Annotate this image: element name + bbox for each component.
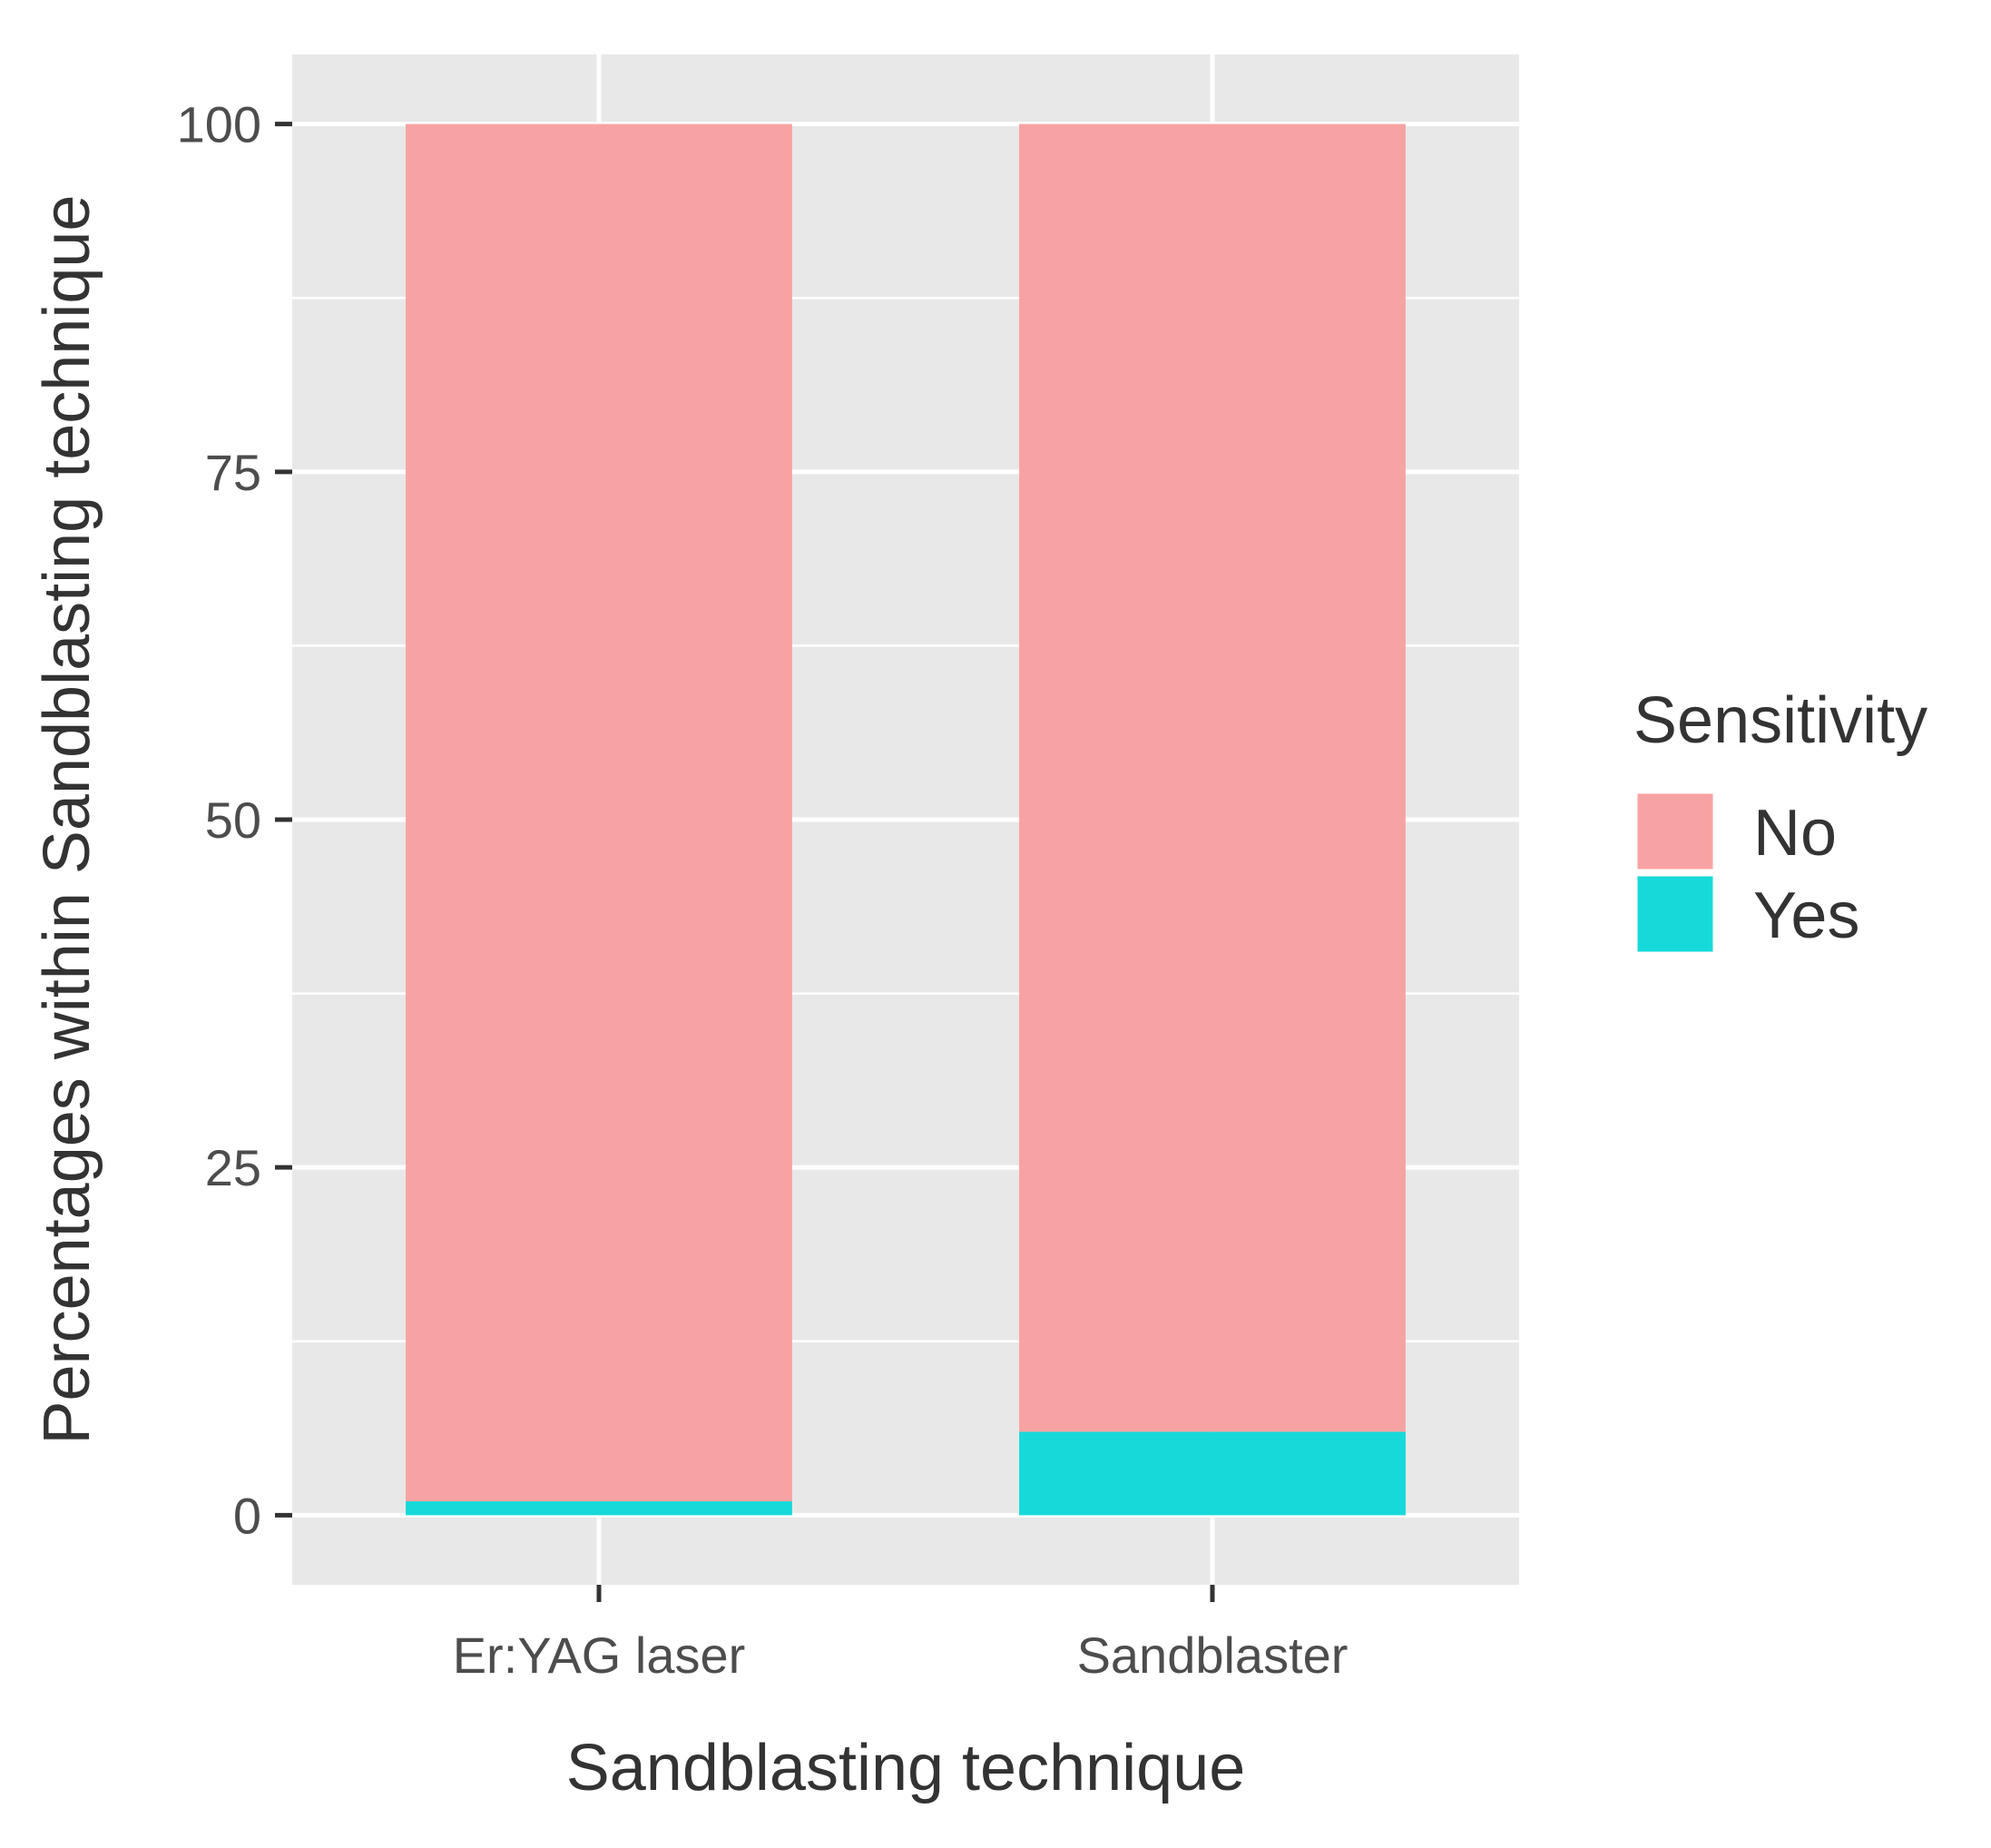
y-tick-label: 100 (177, 96, 261, 153)
legend-key-yes (1634, 873, 1716, 955)
bar-yes (406, 1501, 792, 1516)
bar-no (1019, 123, 1406, 1432)
y-tick-label: 0 (233, 1487, 261, 1544)
legend-label-no: No (1753, 797, 1837, 870)
y-axis: 0 25 50 75 100 (177, 96, 292, 1544)
x-axis: Er:YAG laser Sandblaster (453, 1585, 1349, 1684)
bars (406, 123, 1406, 1516)
bar-yes (1019, 1431, 1406, 1516)
x-tick-label: Sandblaster (1077, 1627, 1349, 1684)
legend-title: Sensitivity (1633, 684, 1927, 757)
bar-no (406, 123, 792, 1502)
y-axis-title: Percentages within Sandblasting techniqu… (31, 195, 103, 1445)
legend: Sensitivity No Yes (1633, 684, 1927, 955)
legend-key-no (1634, 791, 1716, 872)
y-tick-label: 75 (205, 444, 261, 501)
x-axis-title: Sandblasting technique (566, 1732, 1246, 1804)
y-tick-label: 50 (205, 791, 261, 849)
legend-label-yes: Yes (1753, 880, 1859, 952)
y-tick-label: 25 (205, 1139, 261, 1196)
x-tick-label: Er:YAG laser (453, 1627, 746, 1684)
